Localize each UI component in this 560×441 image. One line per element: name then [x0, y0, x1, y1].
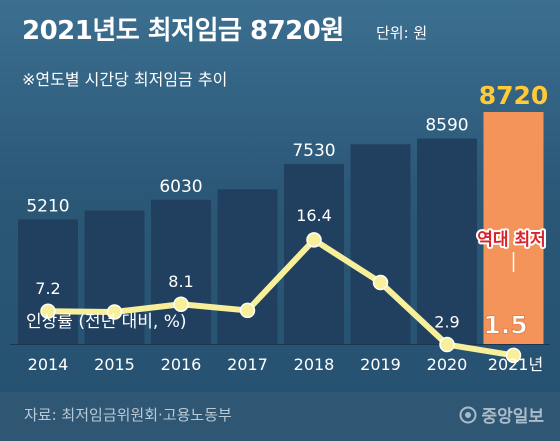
line-point — [239, 302, 256, 319]
bar — [217, 189, 278, 344]
unit-label: 단위: 원 — [376, 24, 428, 42]
bar-value-label: 5210 — [26, 196, 69, 216]
source-note: 자료: 최저임금위원회·고용노동부 — [24, 406, 232, 424]
chart-subtitle: ※연도별 시간당 최저임금 추이 — [22, 70, 228, 89]
logo-emblem-icon — [459, 406, 477, 423]
line-point — [40, 303, 56, 319]
line-point — [372, 274, 389, 291]
annotation-label: 역대 최저 — [477, 230, 545, 250]
series-line-growth-rate — [45, 236, 517, 359]
line-value-label: 2.9 — [434, 313, 459, 332]
line-value-label-highlight: 1.5 — [483, 310, 527, 339]
x-tick-label: 2016 — [161, 355, 202, 374]
publisher-logo: 중앙일보 — [459, 402, 544, 427]
bar-highlight — [483, 112, 544, 344]
chart-plot: 5210 6030 7530 8590 8720 역대 최저 7.2 8.1 16.4 2.9 1.… — [10, 81, 550, 374]
bar-value-label: 8590 — [425, 116, 468, 136]
x-tick-label: 2015 — [94, 355, 135, 374]
line-point — [106, 304, 123, 320]
chart-title: 2021년도 최저임금 8720원 — [22, 16, 344, 46]
bar-value-label: 7530 — [292, 141, 335, 161]
bar — [151, 199, 211, 344]
bar — [18, 219, 78, 344]
bar-value-label: 6030 — [159, 177, 202, 197]
x-tick-label: 2018 — [294, 355, 335, 374]
bar — [84, 210, 145, 344]
x-tick-label: 2019 — [360, 355, 401, 374]
line-point — [439, 336, 455, 353]
logo-text: 중앙일보 — [481, 407, 544, 427]
bar-value-label-highlight: 8720 — [479, 81, 549, 110]
legend-line-series: 인상률 (전년 대비, %) — [26, 312, 187, 332]
footer: 자료: 최저임금위원회·고용노동부 중앙일보 — [0, 392, 560, 441]
line-point — [505, 347, 522, 364]
x-tick-label: 2014 — [28, 355, 69, 374]
x-tick-label: 2021년 — [488, 355, 543, 374]
line-value-label: 16.4 — [296, 206, 332, 225]
line-value-label: 8.1 — [168, 272, 193, 291]
bar — [417, 138, 477, 344]
x-tick-label: 2020 — [427, 355, 468, 374]
x-tick-label: 2017 — [227, 355, 268, 374]
line-value-label: 7.2 — [35, 279, 60, 298]
line-point — [306, 232, 322, 248]
bar — [350, 144, 411, 344]
line-point — [173, 296, 189, 312]
